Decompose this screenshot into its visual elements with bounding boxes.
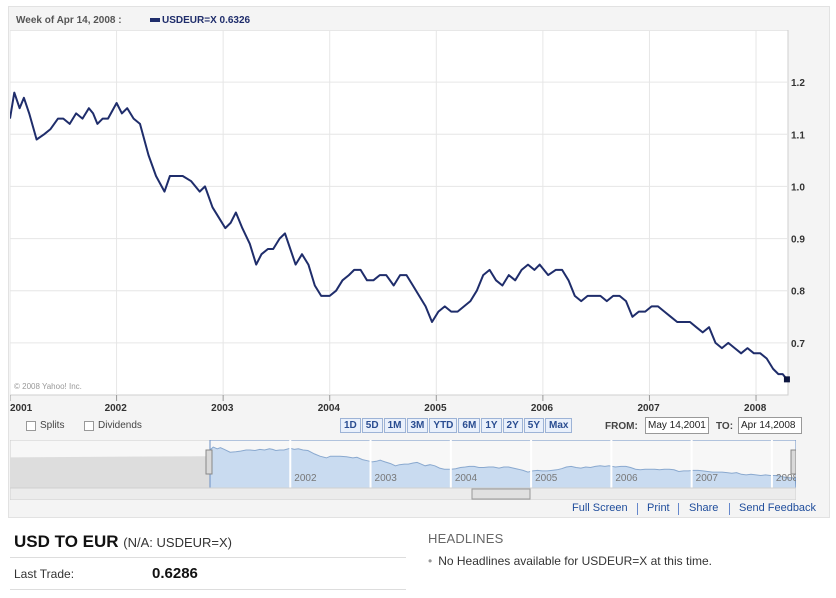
range-button-5d[interactable]: 5D — [361, 418, 383, 433]
y-tick-label: 0.8 — [791, 287, 805, 298]
legend: USDEUR=X 0.6326 — [150, 15, 250, 26]
divider — [10, 557, 406, 558]
legend-symbol: USDEUR=X — [162, 15, 217, 26]
dividends-checkbox-box[interactable] — [84, 420, 94, 431]
full-screen-link[interactable]: Full Screen — [572, 502, 628, 514]
splits-checkbox-box[interactable] — [26, 420, 36, 431]
splits-label: Splits — [40, 420, 65, 431]
range-button-5y[interactable]: 5Y — [523, 418, 545, 433]
watermark-text: © 2008 Yahoo! Inc. — [14, 382, 82, 391]
legend-value: 0.6326 — [219, 15, 251, 26]
dividends-checkbox[interactable]: Dividends — [84, 420, 142, 431]
link-separator — [637, 503, 638, 515]
legend-swatch — [150, 18, 160, 23]
navigator-year-label: 2002 — [294, 473, 317, 484]
range-button-ytd[interactable]: YTD — [429, 418, 458, 433]
navigator-right-handle[interactable] — [790, 449, 796, 475]
quote-subtitle: (N/A: USDEUR=X) — [123, 535, 232, 550]
navigator-left-handle[interactable] — [205, 449, 213, 475]
send-feedback-link[interactable]: Send Feedback — [739, 502, 817, 514]
week-label: Week of Apr 14, 2008 : — [16, 15, 122, 26]
price-line-chart[interactable]: 1.2 1.1 1.0 0.9 0.8 0.7 2001 2002 2003 2004 2005 20… — [10, 30, 822, 416]
range-button-3m[interactable]: 3M — [406, 418, 429, 433]
quote-symbol-title: USD TO EUR — [14, 532, 119, 551]
y-tick-label: 0.9 — [791, 235, 805, 246]
to-date-input[interactable]: Apr 14,2008 — [738, 417, 802, 434]
range-button-1d[interactable]: 1D — [340, 418, 361, 433]
y-tick-label: 1.2 — [791, 78, 805, 89]
navigator-year-label: 2006 — [615, 473, 638, 484]
navigator-year-label: 2008 — [776, 473, 796, 484]
navigator-scrollbar-thumb[interactable] — [471, 488, 531, 500]
x-tick-label: 2006 — [531, 403, 554, 414]
navigator-year-label: 2005 — [535, 473, 558, 484]
range-button-6m[interactable]: 6M — [458, 418, 481, 433]
x-tick-label: 2005 — [424, 403, 447, 414]
x-tick-label: 2002 — [105, 403, 128, 414]
print-link[interactable]: Print — [647, 502, 670, 514]
x-tick-label: 2001 — [10, 403, 33, 414]
range-button-1y[interactable]: 1Y — [481, 418, 502, 433]
x-tick-label: 2003 — [211, 403, 234, 414]
range-button-2y[interactable]: 2Y — [502, 418, 523, 433]
headline-item: • No Headlines available for USDEUR=X at … — [428, 554, 712, 568]
to-label: TO: — [716, 421, 734, 432]
x-tick-label: 2007 — [637, 403, 660, 414]
y-tick-label: 1.0 — [791, 182, 805, 193]
x-tick-label: 2008 — [744, 403, 767, 414]
x-tick-label: 2004 — [318, 403, 341, 414]
navigator-year-label: 2003 — [375, 473, 398, 484]
quote-title: USD TO EUR (N/A: USDEUR=X) — [14, 532, 232, 552]
from-date-input[interactable]: May 14,2001 — [645, 417, 709, 434]
divider — [10, 589, 406, 590]
last-point-marker — [783, 376, 790, 383]
headline-text: No Headlines available for USDEUR=X at t… — [438, 554, 712, 568]
range-button-1m[interactable]: 1M — [383, 418, 406, 433]
bullet-icon: • — [428, 554, 433, 568]
y-tick-label: 0.7 — [791, 339, 805, 350]
from-label: FROM: — [605, 421, 638, 432]
navigator-selected-area — [209, 446, 796, 489]
splits-checkbox[interactable]: Splits — [26, 420, 64, 431]
dividends-label: Dividends — [98, 420, 142, 431]
share-link[interactable]: Share — [689, 502, 719, 514]
series-line — [10, 91, 788, 381]
last-trade-value: 0.6286 — [152, 565, 198, 582]
chart-header: Week of Apr 14, 2008 : USDEUR=X 0.6326 — [10, 8, 790, 30]
navigator-year-label: 2007 — [696, 473, 719, 484]
headlines-title: HEADLINES — [428, 531, 504, 546]
navigator-scrollbar-track[interactable] — [10, 487, 796, 500]
navigator-history-area — [10, 451, 215, 488]
plot-area — [10, 30, 789, 396]
range-button-max[interactable]: Max — [545, 418, 573, 433]
last-trade-label: Last Trade: — [14, 567, 75, 581]
range-navigator[interactable]: 2002 2003 2004 2005 2006 2007 2008 — [10, 440, 796, 500]
range-buttons: 1D 5D 1M 3M YTD 6M 1Y 2Y 5Y Max — [340, 418, 573, 433]
link-separator — [678, 503, 679, 515]
link-separator — [729, 503, 730, 515]
navigator-year-label: 2004 — [455, 473, 478, 484]
chart-controls: Splits Dividends 1D 5D 1M 3M YTD 6M 1Y 2… — [10, 416, 810, 438]
y-tick-label: 1.1 — [791, 130, 805, 141]
